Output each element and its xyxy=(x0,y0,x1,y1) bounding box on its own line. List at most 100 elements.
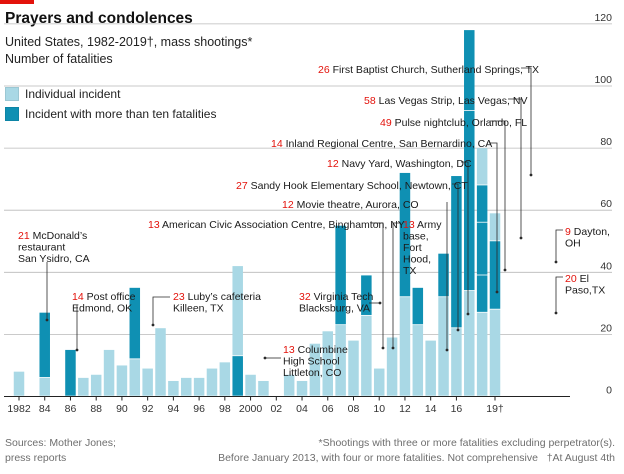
y-tick-label: 40 xyxy=(600,260,612,272)
x-tick-label: 08 xyxy=(348,403,360,415)
bar-segment-2003-individual xyxy=(283,374,295,396)
bar-segment-2009-individual xyxy=(361,315,372,396)
leader-sanbernardino xyxy=(489,142,498,292)
annotation-mcdonalds-line3: San Ysidro, CA xyxy=(18,253,90,265)
annotation-columbine-line2: High School xyxy=(283,356,340,368)
annotation-columbine: 13 Columbine xyxy=(283,344,348,356)
annotation-binghamton-place: American Civic Association Centre, Bingh… xyxy=(162,219,405,231)
leader-lubys xyxy=(152,296,170,325)
annotation-sandyhook: 27 Sandy Hook Elementary School, Newtown… xyxy=(236,180,468,192)
annotation-mcdonalds-line2: restaurant xyxy=(18,242,65,254)
bar-segment-1984-large xyxy=(39,312,50,378)
x-tick-label: 86 xyxy=(65,403,77,415)
bar-segment-1994-individual xyxy=(168,380,179,396)
annotation-binghamton: 13 American Civic Association Centre, Bi… xyxy=(148,219,405,231)
x-tick-label: 2000 xyxy=(239,403,263,415)
bar-segment-2019-individual xyxy=(489,213,501,241)
leader-dot-aurora xyxy=(445,348,449,352)
annotation-mcdonalds-fatalities: 21 xyxy=(18,230,33,242)
annotation-columbine-line3: Littleton, CO xyxy=(283,367,341,379)
annotation-forthood-line3: Fort xyxy=(403,242,422,254)
annotation-lasvegas-fatalities: 58 xyxy=(364,95,379,107)
legend-large: Incident with more than ten fatalities xyxy=(5,107,216,121)
bar-segment-2005-individual xyxy=(309,343,321,396)
bar-segment-2009-large xyxy=(361,275,372,315)
footer-source-line1: Sources: Mother Jones; xyxy=(5,437,116,449)
annotation-aurora-place: Movie theatre, Aurora, CO xyxy=(297,199,419,211)
annotation-forthood-fatalities: 13 xyxy=(403,219,417,231)
leader-sandyhook xyxy=(452,183,459,330)
x-tick-label: 96 xyxy=(193,403,205,415)
leader-sutherland xyxy=(521,67,532,175)
annotation-vtech: 32 Virginia Tech xyxy=(299,291,374,303)
bar-segment-2007-large xyxy=(335,225,346,325)
annotation-pulse-fatalities: 49 xyxy=(380,117,395,129)
bar-segment-2013-large xyxy=(412,287,424,325)
bar-segment-2017-large xyxy=(464,110,475,291)
y-tick-label: 0 xyxy=(606,385,612,397)
annotation-pulse: 49 Pulse nightclub, Orlando, FL xyxy=(380,117,527,129)
leader-dot-sanbernardino xyxy=(495,290,499,294)
annotation-edmond-line2: Edmond, OK xyxy=(72,303,132,315)
x-tick-label: 94 xyxy=(168,403,180,415)
annotation-lubys: 23 Luby’s cafeteria xyxy=(173,291,261,303)
footer-note-line2-text: Before January 2013, with four or more f… xyxy=(218,452,538,464)
annotation-dayton-line2: OH xyxy=(565,238,581,250)
x-tick-label: 90 xyxy=(116,403,128,415)
bar-segment-1999-large xyxy=(232,356,243,396)
y-tick-label: 20 xyxy=(600,322,612,334)
bar-segment-2017-individual xyxy=(464,290,475,396)
footer-notes: *Shootings with three or more fatalities… xyxy=(218,436,615,466)
annotation-sanbernardino: 14 Inland Regional Centre, San Bernardin… xyxy=(271,138,492,150)
leader-elpaso xyxy=(555,276,563,313)
bar-segment-2018-large xyxy=(476,275,488,312)
brand-red-bar xyxy=(0,0,34,4)
leader-pulse xyxy=(490,120,506,270)
bar-segment-2010-individual xyxy=(373,368,385,396)
annotation-forthood: 13 Army xyxy=(403,219,442,231)
annotation-forthood-line5: TX xyxy=(403,265,416,277)
bar-segment-2006-individual xyxy=(322,331,334,396)
leader-dot-dayton xyxy=(554,260,558,264)
bar-segment-2016-large xyxy=(451,176,462,328)
annotation-vtech-place: Virginia Tech xyxy=(314,291,374,303)
annotation-dayton-place: Dayton, xyxy=(574,226,610,238)
legend-swatch-large xyxy=(5,107,19,121)
annotation-sanbernardino-fatalities: 14 xyxy=(271,138,286,150)
annotation-sutherland-place: First Baptist Church, Sutherland Springs… xyxy=(333,64,539,76)
x-tick-label: 12 xyxy=(399,403,411,415)
leader-dot-lasvegas xyxy=(519,236,523,240)
annotation-elpaso: 20 El xyxy=(565,273,589,285)
y-tick-label: 60 xyxy=(600,198,612,210)
annotation-aurora: 12 Movie theatre, Aurora, CO xyxy=(282,199,419,211)
annotation-forthood-place: Army xyxy=(417,219,442,231)
footer-note-dagger: †At August 4th xyxy=(546,452,615,464)
annotation-sutherland-fatalities: 26 xyxy=(318,64,333,76)
bar-segment-1984-individual xyxy=(39,377,50,396)
annotation-mcdonalds: 21 McDonald’s xyxy=(18,230,87,242)
bar-segment-2019-individual xyxy=(489,309,501,396)
x-tick-label: 16 xyxy=(451,403,463,415)
annotation-edmond-place: Post office xyxy=(87,291,136,303)
bar-segment-2011-individual xyxy=(386,337,398,396)
bar-segment-2019-large xyxy=(489,241,501,309)
leader-dot-sandyhook xyxy=(456,328,460,332)
annotation-elpaso-fatalities: 20 xyxy=(565,273,580,285)
bar-segment-1993-individual xyxy=(155,328,166,396)
x-tick-label: 1982 xyxy=(7,403,31,415)
bar-segment-2014-individual xyxy=(425,340,436,396)
leader-lasvegas xyxy=(508,98,522,238)
x-tick-label: 92 xyxy=(142,403,154,415)
footer-sources: Sources: Mother Jones; press reports xyxy=(5,436,116,466)
annotation-lubys-line2: Killeen, TX xyxy=(173,303,224,315)
annotation-navyyard-place: Navy Yard, Washington, DC xyxy=(342,158,472,170)
footer-source-line2: press reports xyxy=(5,452,67,464)
leader-binghamton xyxy=(371,222,384,348)
annotation-navyyard-fatalities: 12 xyxy=(327,158,342,170)
bar-segment-2008-individual xyxy=(348,340,359,396)
bar-segment-1989-individual xyxy=(103,349,115,396)
annotation-lubys-place: Luby’s cafeteria xyxy=(188,291,262,303)
annotation-columbine-fatalities: 13 xyxy=(283,344,298,356)
x-tick-label: 98 xyxy=(219,403,231,415)
